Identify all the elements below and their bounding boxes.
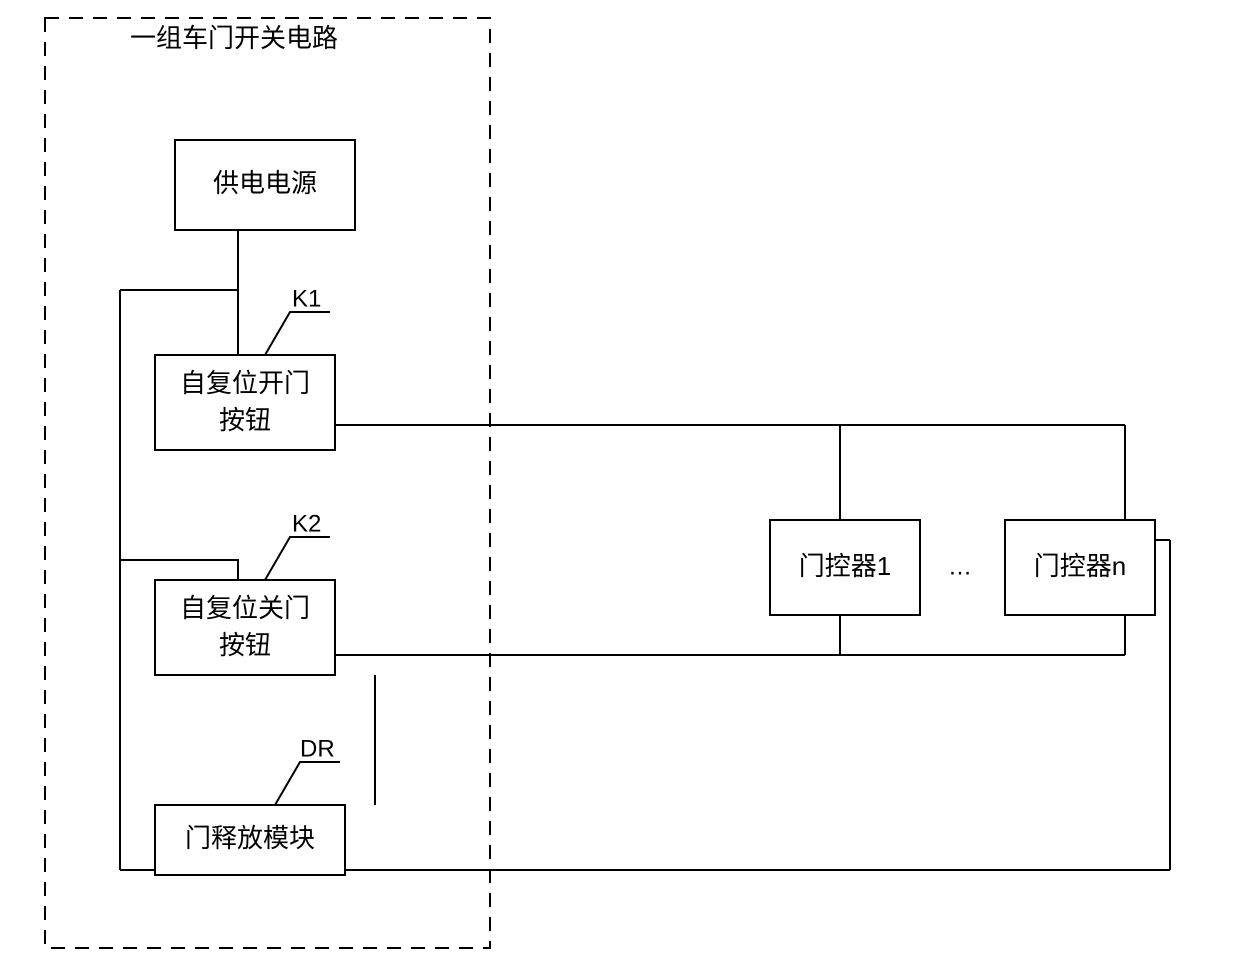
open-door-button-block: 自复位开门 按钮 — [155, 355, 335, 450]
tag-dr: DR — [275, 735, 340, 805]
svg-text:按钮: 按钮 — [219, 405, 271, 435]
svg-text:K2: K2 — [292, 510, 321, 537]
door-release-block: 门释放模块 — [155, 805, 345, 875]
wire-to-k1 — [120, 290, 238, 355]
svg-text:按钮: 按钮 — [219, 630, 271, 660]
svg-text:门控器1: 门控器1 — [799, 551, 891, 581]
door-controller-n-block: 门控器n — [1005, 520, 1155, 615]
group-title: 一组车门开关电路 — [130, 23, 338, 53]
svg-text:门释放模块: 门释放模块 — [185, 823, 315, 853]
ellipsis: … — [948, 553, 972, 580]
tag-k2: K2 — [265, 510, 330, 580]
block-diagram: 一组车门开关电路 供电电源 自复位开门 按钮 自复位关门 按钮 门释放模块 门控… — [0, 0, 1240, 963]
wire-to-k2 — [120, 560, 238, 580]
tag-k1: K1 — [265, 285, 330, 355]
svg-text:自复位关门: 自复位关门 — [180, 593, 310, 623]
svg-text:K1: K1 — [292, 285, 321, 312]
close-door-button-block: 自复位关门 按钮 — [155, 580, 335, 675]
svg-text:门控器n: 门控器n — [1034, 551, 1126, 581]
svg-text:供电电源: 供电电源 — [213, 168, 317, 198]
svg-text:自复位开门: 自复位开门 — [180, 368, 310, 398]
door-controller-1-block: 门控器1 — [770, 520, 920, 615]
power-supply-block: 供电电源 — [175, 140, 355, 230]
svg-text:DR: DR — [300, 735, 335, 762]
